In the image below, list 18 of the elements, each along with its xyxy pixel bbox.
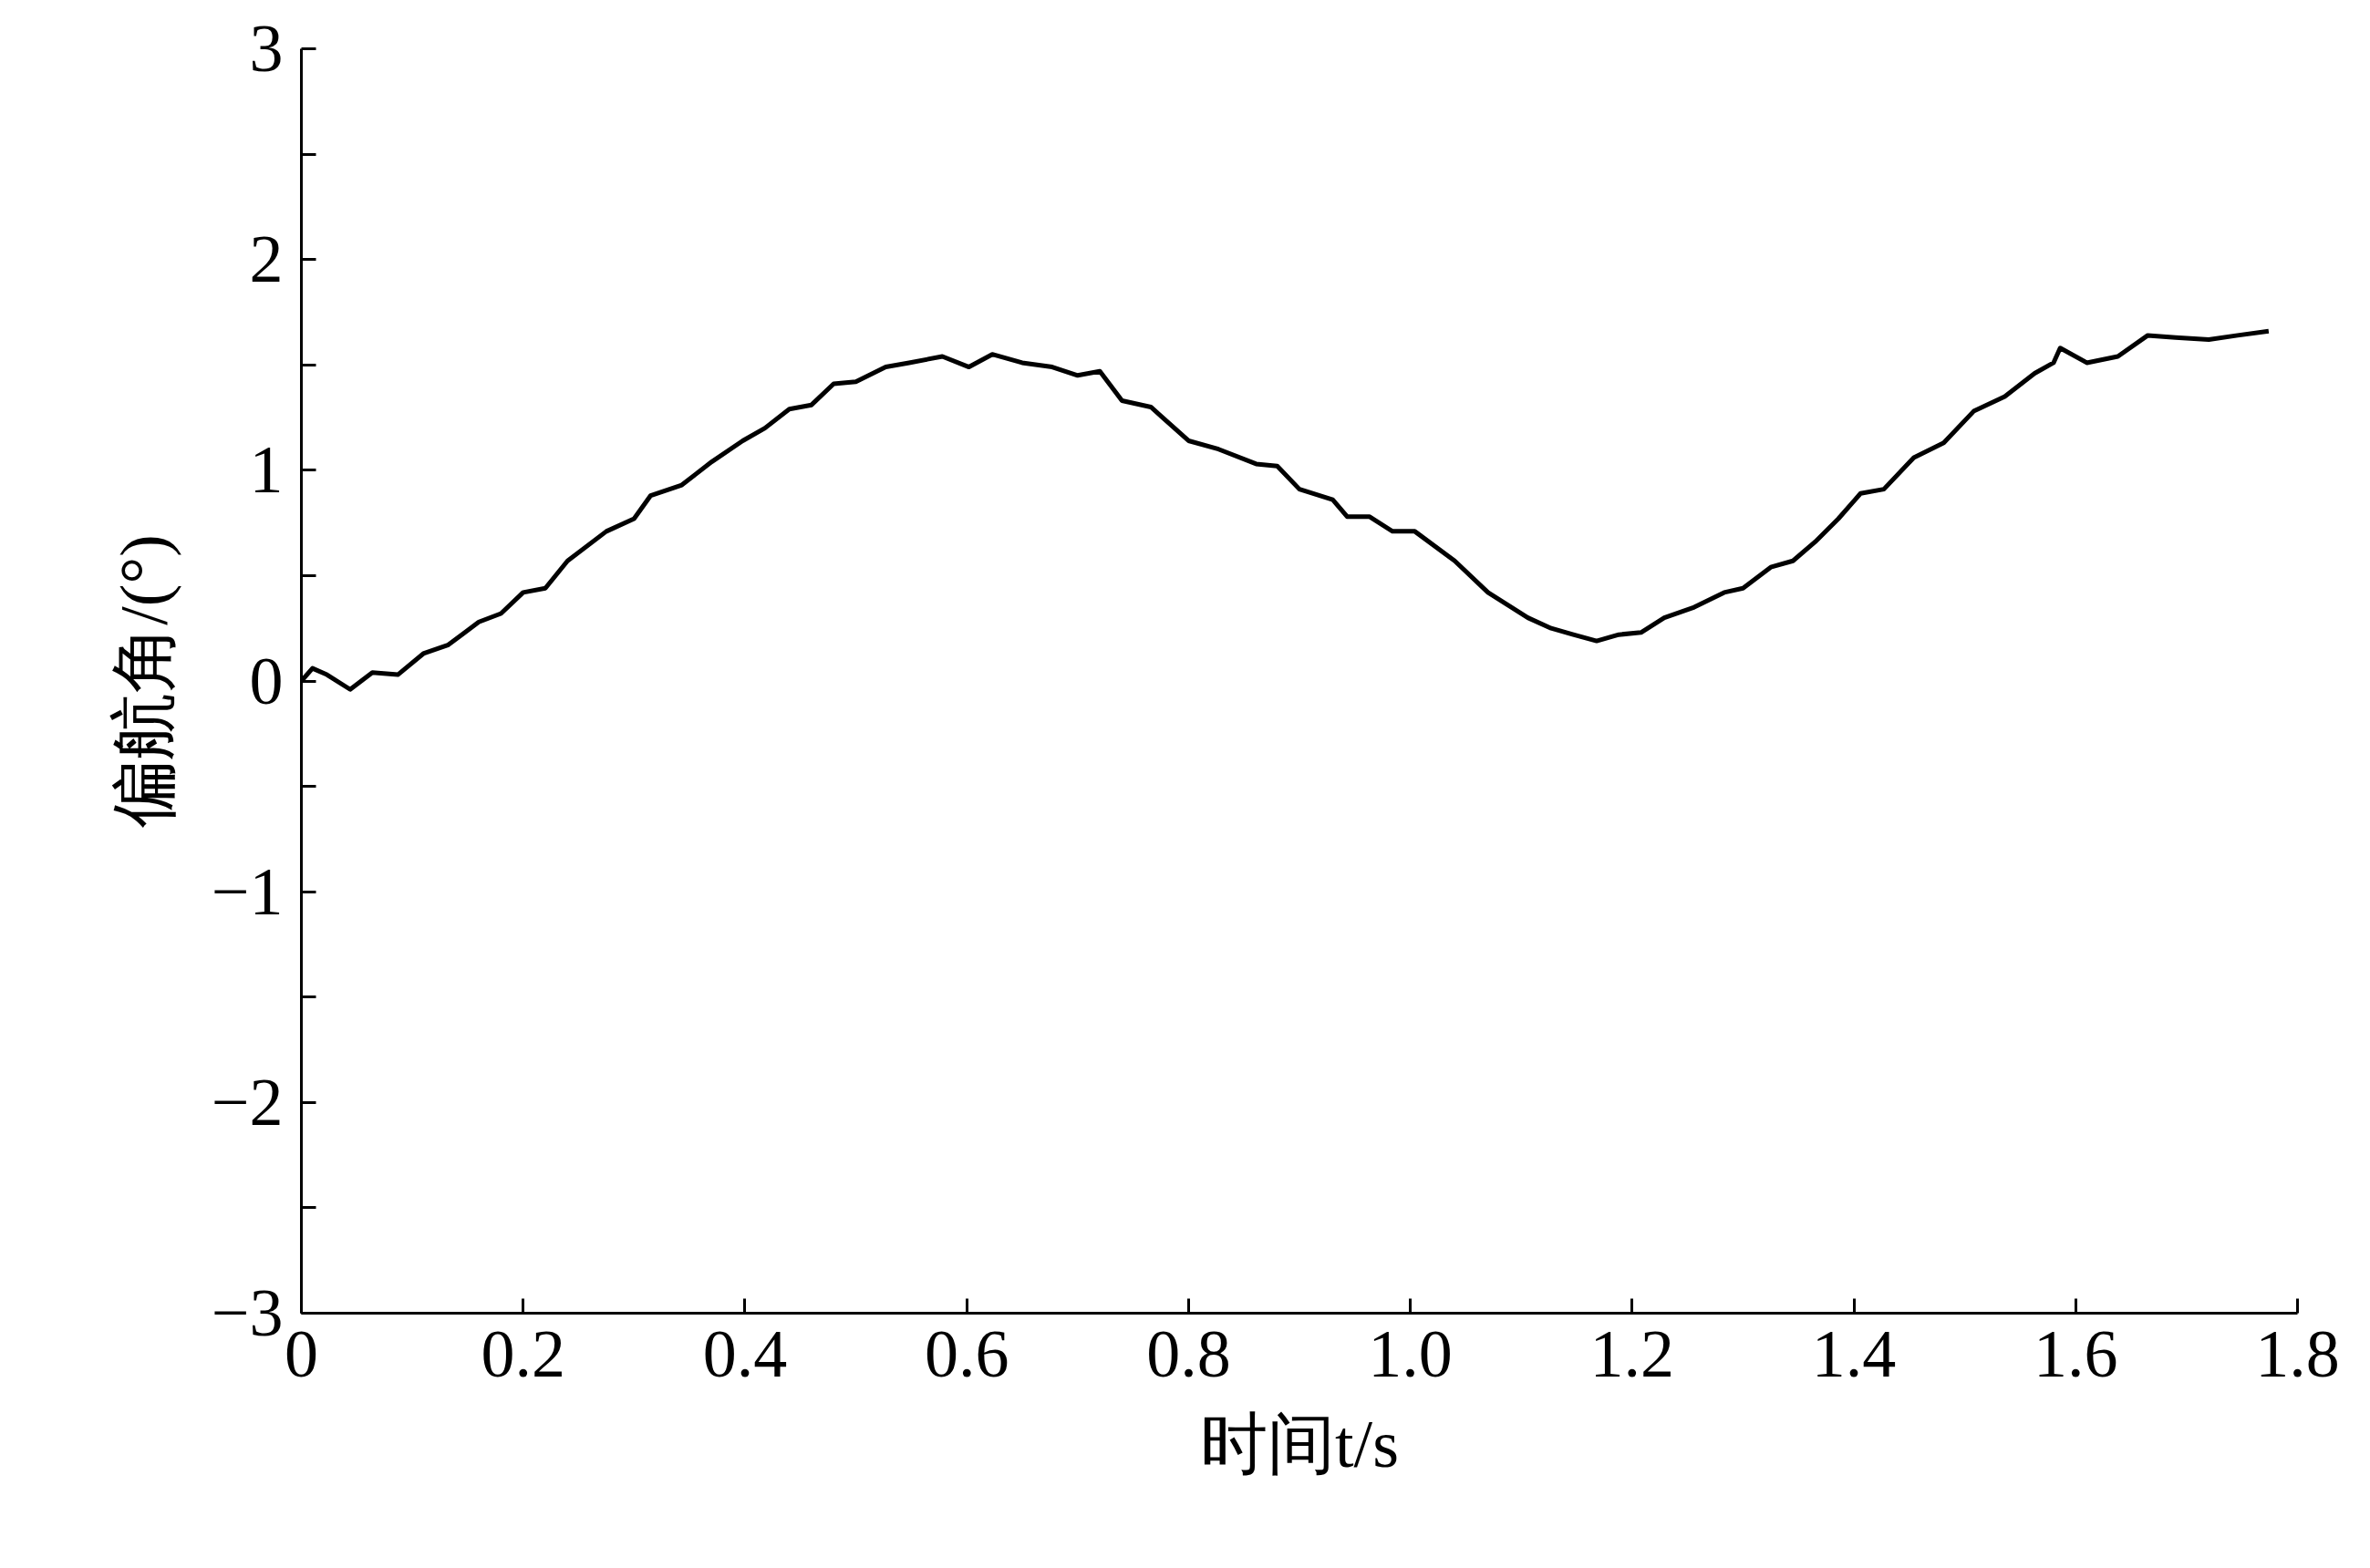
- y-tick-label: −2: [211, 1064, 284, 1140]
- x-tick-label: 1.6: [2034, 1315, 2118, 1391]
- x-tick-label: 0.4: [702, 1315, 788, 1391]
- x-tick-label: 1.4: [1811, 1315, 1897, 1391]
- x-tick-label: 0.8: [1146, 1315, 1231, 1391]
- x-tick-label: 0.2: [481, 1315, 565, 1391]
- x-axis-title: 时间t/s: [1200, 1406, 1399, 1481]
- y-axis-title: 偏航角/(°): [106, 534, 181, 828]
- y-tick-label: −1: [211, 853, 284, 929]
- y-tick-label: 2: [249, 222, 284, 297]
- y-tick-label: 3: [249, 11, 284, 86]
- x-tick-label: 1.8: [2255, 1315, 2340, 1391]
- x-tick-label: 1.2: [1589, 1315, 1675, 1391]
- y-tick-label: 1: [249, 432, 284, 508]
- x-tick-label: 1.0: [1368, 1315, 1453, 1391]
- x-tick-label: 0.6: [924, 1315, 1009, 1391]
- y-tick-label: −3: [211, 1275, 284, 1350]
- y-tick-label: 0: [249, 643, 284, 718]
